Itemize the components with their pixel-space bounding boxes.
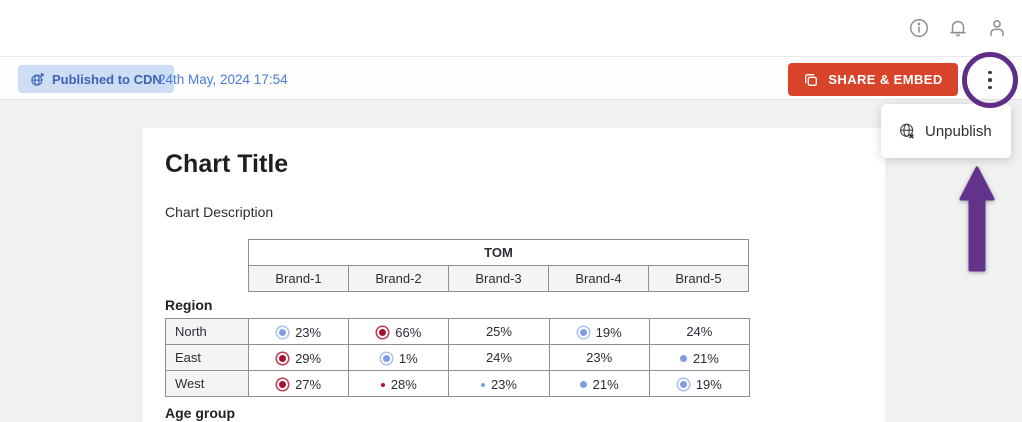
published-badge-label: Published to CDN (52, 71, 162, 87)
data-cell: 24% (448, 344, 550, 371)
row-label: North (165, 318, 249, 345)
profile-icon[interactable] (986, 17, 1008, 39)
region-data-table: North 23% 66% 25% 19% 24% East 29% 1% 24% 23% 21% We… (165, 318, 750, 397)
dot-blue-marker-icon (579, 380, 587, 388)
table-row: West 27% 28% 23% 21% 19% (165, 370, 750, 397)
data-cell: 29% (247, 344, 350, 371)
section-label-region: Region (165, 297, 213, 313)
column-header-brand-2: Brand-2 (348, 265, 449, 292)
ring-blue-marker-icon (480, 382, 485, 387)
cell-content: 23% (276, 325, 321, 340)
cell-value: 23% (586, 350, 613, 365)
published-status-badge: Published to CDN (18, 65, 174, 93)
cell-value: 25% (485, 324, 512, 339)
ring-red-marker-icon (380, 382, 385, 387)
cell-value: 19% (595, 324, 622, 340)
data-cell: 21% (648, 344, 750, 371)
big-blue-marker-icon (279, 328, 287, 336)
column-header-brand-4: Brand-4 (548, 265, 649, 292)
cell-content: 24% (686, 324, 712, 339)
topbar-icon-group (908, 17, 1008, 39)
cell-content: 1% (380, 351, 418, 366)
cell-content: 27% (276, 377, 321, 392)
data-cell: 19% (648, 370, 750, 397)
big-blue-marker-icon (679, 380, 687, 388)
cell-value: 21% (692, 350, 719, 366)
share-embed-label: SHARE & EMBED (828, 72, 943, 87)
chart-description: Chart Description (165, 204, 274, 220)
unpublish-menu-item[interactable]: Unpublish (881, 104, 1011, 158)
bell-icon[interactable] (947, 17, 969, 39)
cell-value: 19% (695, 376, 722, 392)
cell-value: 28% (390, 377, 417, 393)
cell-content: 66% (376, 325, 421, 340)
column-header-brand-5: Brand-5 (648, 265, 749, 292)
data-cell: 66% (348, 318, 450, 345)
cell-value: 23% (490, 377, 517, 393)
cell-value: 27% (295, 376, 322, 392)
copy-embed-icon (805, 73, 818, 86)
data-cell: 23% (548, 344, 650, 371)
cell-content: 21% (679, 350, 719, 366)
data-cell: 1% (348, 344, 450, 371)
table-group-header: TOM (248, 239, 749, 266)
options-dropdown-menu: Unpublish (881, 104, 1011, 158)
cell-content: 19% (577, 325, 622, 340)
cell-content: 21% (579, 376, 619, 392)
big-blue-marker-icon (382, 354, 390, 362)
data-cell: 28% (348, 370, 450, 397)
data-cell: 25% (448, 318, 550, 345)
share-embed-button[interactable]: SHARE & EMBED (788, 63, 958, 96)
cell-value: 24% (686, 324, 713, 339)
row-label: West (165, 370, 249, 397)
cell-value: 29% (295, 350, 322, 366)
unpublish-label: Unpublish (925, 122, 992, 140)
big-red-marker-icon (279, 354, 287, 362)
cell-value: 1% (398, 350, 418, 366)
column-header-brand-1: Brand-1 (248, 265, 349, 292)
cell-value: 21% (592, 376, 619, 392)
row-label: East (165, 344, 249, 371)
column-header-brand-3: Brand-3 (448, 265, 549, 292)
globe-publish-icon (31, 72, 44, 86)
cell-value: 66% (395, 324, 422, 340)
publish-status-bar: Published to CDN 24th May, 2024 17:54 SH… (0, 58, 1022, 100)
data-cell: 19% (548, 318, 650, 345)
table-row: East 29% 1% 24% 23% 21% (165, 344, 750, 371)
cell-content: 23% (586, 350, 612, 365)
cell-content: 25% (486, 324, 512, 339)
big-red-marker-icon (279, 380, 287, 388)
info-icon[interactable] (908, 17, 930, 39)
data-cell: 24% (648, 318, 750, 345)
globe-unpublish-icon (900, 123, 914, 139)
data-cell: 23% (448, 370, 550, 397)
more-options-kebab-menu[interactable] (978, 68, 1002, 92)
table-row: North 23% 66% 25% 19% 24% (165, 318, 750, 345)
dot-blue-marker-icon (679, 354, 687, 362)
top-navigation-bar (0, 0, 1022, 57)
cell-value: 23% (295, 324, 322, 340)
brand-header-table: TOM Brand-1 Brand-2 Brand-3 Brand-4 Bran… (248, 239, 749, 292)
cell-content: 19% (677, 377, 722, 392)
chart-title: Chart Title (165, 150, 289, 178)
cell-content: 29% (276, 351, 321, 366)
cell-content: 28% (380, 377, 417, 393)
chart-card: Chart Title Chart Description TOM Brand-… (143, 128, 885, 422)
cell-value: 24% (485, 350, 512, 365)
big-red-marker-icon (379, 328, 387, 336)
publish-timestamp: 24th May, 2024 17:54 (158, 71, 288, 87)
cell-content: 23% (480, 377, 517, 393)
data-cell: 23% (247, 318, 350, 345)
section-label-age-group: Age group (165, 405, 235, 421)
data-cell: 27% (247, 370, 350, 397)
big-blue-marker-icon (579, 328, 587, 336)
cell-content: 24% (486, 350, 512, 365)
data-cell: 21% (548, 370, 650, 397)
